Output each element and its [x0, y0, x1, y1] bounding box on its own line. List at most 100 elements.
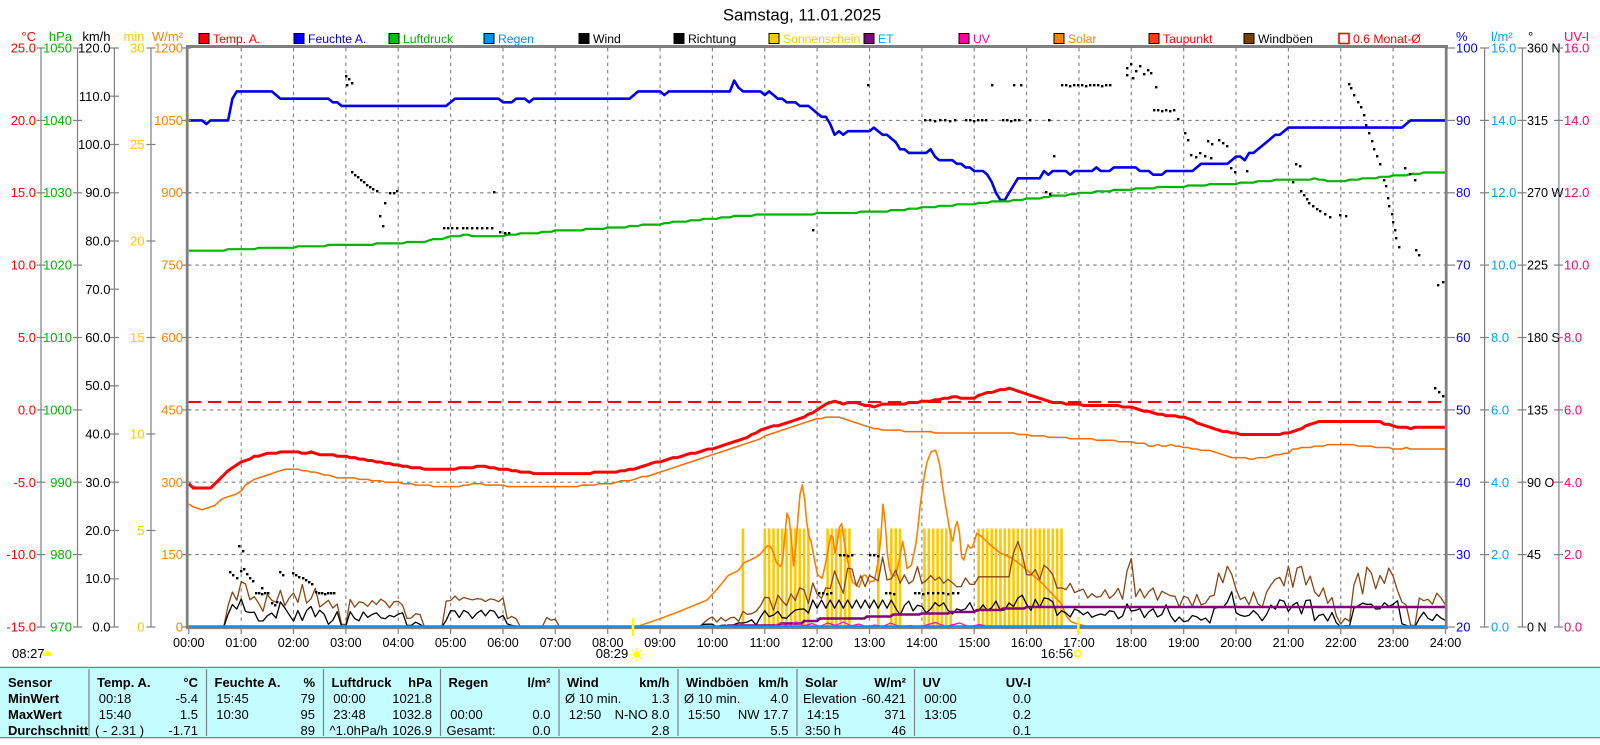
svg-text:8.0: 8.0: [1564, 330, 1582, 345]
svg-text:450: 450: [161, 402, 183, 417]
svg-text:1.5: 1.5: [180, 707, 198, 722]
svg-text:4.0: 4.0: [770, 691, 788, 706]
svg-text:14:00: 14:00: [906, 636, 938, 650]
svg-text:Regen: Regen: [498, 32, 534, 46]
svg-text:Wind: Wind: [593, 32, 621, 46]
svg-text:02:00: 02:00: [278, 636, 310, 650]
svg-text:Feuchte A.: Feuchte A.: [215, 675, 281, 690]
svg-text:0 N: 0 N: [1527, 621, 1547, 635]
svg-text:20.0: 20.0: [11, 113, 36, 128]
svg-text:12:00: 12:00: [801, 636, 833, 650]
svg-text:1030: 1030: [43, 185, 72, 200]
svg-text:Gesamt:: Gesamt:: [447, 723, 496, 738]
svg-text:5.0: 5.0: [18, 330, 36, 345]
svg-text:ET: ET: [878, 32, 894, 46]
svg-text:80: 80: [1456, 185, 1470, 200]
svg-text:1000: 1000: [43, 402, 72, 417]
svg-text:19:00: 19:00: [1168, 636, 1200, 650]
svg-text:110.0: 110.0: [79, 89, 111, 104]
svg-text:0.0: 0.0: [532, 707, 550, 722]
svg-text:07:00: 07:00: [540, 636, 572, 650]
svg-text:12.0: 12.0: [1491, 185, 1516, 200]
svg-text:km/h: km/h: [758, 675, 788, 690]
svg-text:01:00: 01:00: [225, 636, 257, 650]
svg-text:90 O: 90 O: [1527, 476, 1555, 490]
svg-text:0.1: 0.1: [1013, 723, 1031, 738]
svg-text:89: 89: [301, 723, 315, 738]
svg-text:0.0: 0.0: [1013, 691, 1031, 706]
svg-text:%: %: [303, 675, 315, 690]
svg-text:16:56: 16:56: [1041, 646, 1074, 661]
svg-text:08:29: 08:29: [596, 646, 629, 661]
svg-text:0.0: 0.0: [18, 402, 36, 417]
svg-text:30: 30: [1456, 547, 1470, 562]
svg-text:2.0: 2.0: [1564, 547, 1582, 562]
svg-text:12:50: 12:50: [569, 707, 602, 722]
svg-text:1050: 1050: [154, 113, 183, 128]
svg-text:20:00: 20:00: [1220, 636, 1252, 650]
svg-text:Temp. A.: Temp. A.: [213, 32, 260, 46]
svg-text:0.0: 0.0: [1564, 620, 1582, 635]
svg-text:11:00: 11:00: [749, 636, 780, 650]
svg-text:NW 17.7: NW 17.7: [738, 707, 789, 722]
svg-text:40: 40: [1456, 475, 1470, 490]
svg-text:08:00: 08:00: [592, 636, 624, 650]
svg-text:0.6 Monat-Ø: 0.6 Monat-Ø: [1353, 32, 1421, 46]
svg-text:-10.0: -10.0: [6, 547, 36, 562]
svg-text:l/m²: l/m²: [527, 675, 551, 690]
svg-text:50: 50: [1456, 402, 1470, 417]
svg-text:10.0: 10.0: [1491, 258, 1516, 273]
svg-text:23:00: 23:00: [1377, 636, 1409, 650]
svg-text:-60.421: -60.421: [862, 691, 906, 706]
svg-text:300: 300: [161, 475, 183, 490]
svg-text:25: 25: [130, 137, 144, 152]
svg-text:Taupunkt: Taupunkt: [1163, 32, 1213, 46]
svg-text:120.0: 120.0: [78, 41, 111, 56]
svg-text:°: °: [1528, 29, 1533, 44]
svg-text:4.0: 4.0: [1564, 475, 1582, 490]
svg-text:10:30: 10:30: [216, 707, 249, 722]
svg-text:17:00: 17:00: [1063, 636, 1095, 650]
svg-text:15.0: 15.0: [11, 185, 36, 200]
svg-text:Luftdruck: Luftdruck: [332, 675, 393, 690]
svg-text:100: 100: [1456, 41, 1478, 56]
svg-text:95: 95: [301, 707, 315, 722]
svg-text:15:40: 15:40: [99, 707, 132, 722]
svg-text:50.0: 50.0: [85, 378, 110, 393]
svg-text:00:00: 00:00: [173, 636, 205, 650]
svg-text:980: 980: [50, 547, 72, 562]
svg-text:60: 60: [1456, 330, 1470, 345]
svg-text:N-NO 8.0: N-NO 8.0: [615, 707, 670, 722]
svg-text:W/m²: W/m²: [152, 29, 184, 44]
svg-text:W/m²: W/m²: [874, 675, 906, 690]
svg-text:6.0: 6.0: [1564, 402, 1582, 417]
svg-text:270 W: 270 W: [1527, 186, 1564, 200]
svg-text:Richtung: Richtung: [688, 32, 736, 46]
svg-text:30: 30: [130, 41, 144, 56]
svg-text:315: 315: [1527, 114, 1548, 128]
svg-text:00:00: 00:00: [924, 691, 957, 706]
svg-text:hPa: hPa: [49, 29, 73, 44]
svg-text:Sensor: Sensor: [8, 675, 52, 690]
svg-text:13:05: 13:05: [924, 707, 957, 722]
svg-text:750: 750: [161, 258, 183, 273]
svg-text:80.0: 80.0: [85, 234, 110, 249]
svg-text:15:45: 15:45: [216, 691, 249, 706]
svg-text:Elevation: Elevation: [803, 691, 856, 706]
svg-text:970: 970: [50, 620, 72, 635]
svg-text:km/h: km/h: [82, 29, 110, 44]
svg-text:Windböen: Windböen: [1258, 32, 1313, 46]
svg-text:Durchschnitt: Durchschnitt: [8, 723, 89, 738]
svg-text:00:00: 00:00: [333, 691, 366, 706]
svg-text:00:18: 00:18: [99, 691, 132, 706]
svg-text:13:00: 13:00: [854, 636, 886, 650]
svg-text:10:00: 10:00: [697, 636, 729, 650]
svg-text:Windböen: Windböen: [686, 675, 749, 690]
svg-text:8.0: 8.0: [1491, 330, 1509, 345]
svg-text:km/h: km/h: [639, 675, 669, 690]
svg-text:371: 371: [884, 707, 906, 722]
svg-text:90.0: 90.0: [85, 185, 110, 200]
svg-text:1021.8: 1021.8: [392, 691, 432, 706]
svg-text:5: 5: [137, 523, 144, 538]
svg-text:100.0: 100.0: [78, 137, 111, 152]
